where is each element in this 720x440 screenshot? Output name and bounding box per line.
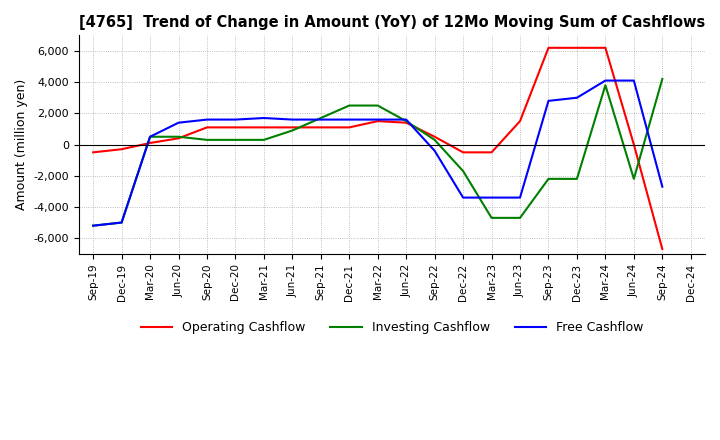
Free Cashflow (374, 117, 382, 122)
Investing Cashflow (374, 103, 382, 108)
Free Cashflow (317, 117, 325, 122)
Line: Free Cashflow: Free Cashflow (93, 81, 662, 226)
Operating Cashflow (658, 246, 667, 252)
Free Cashflow (231, 117, 240, 122)
Operating Cashflow (459, 150, 467, 155)
Operating Cashflow (431, 134, 439, 139)
Investing Cashflow (231, 137, 240, 143)
Investing Cashflow (629, 176, 638, 182)
Free Cashflow (516, 195, 524, 200)
Y-axis label: Amount (million yen): Amount (million yen) (15, 79, 28, 210)
Free Cashflow (601, 78, 610, 83)
Operating Cashflow (202, 125, 211, 130)
Operating Cashflow (317, 125, 325, 130)
Operating Cashflow (117, 147, 126, 152)
Investing Cashflow (202, 137, 211, 143)
Investing Cashflow (658, 77, 667, 82)
Investing Cashflow (487, 215, 496, 220)
Operating Cashflow (487, 150, 496, 155)
Title: [4765]  Trend of Change in Amount (YoY) of 12Mo Moving Sum of Cashflows: [4765] Trend of Change in Amount (YoY) o… (78, 15, 705, 30)
Line: Investing Cashflow: Investing Cashflow (93, 79, 662, 226)
Operating Cashflow (629, 142, 638, 147)
Investing Cashflow (317, 115, 325, 121)
Free Cashflow (402, 117, 410, 122)
Legend: Operating Cashflow, Investing Cashflow, Free Cashflow: Operating Cashflow, Investing Cashflow, … (135, 316, 648, 339)
Free Cashflow (544, 98, 553, 103)
Operating Cashflow (572, 45, 581, 51)
Investing Cashflow (572, 176, 581, 182)
Investing Cashflow (145, 134, 154, 139)
Investing Cashflow (544, 176, 553, 182)
Free Cashflow (459, 195, 467, 200)
Investing Cashflow (345, 103, 354, 108)
Operating Cashflow (601, 45, 610, 51)
Free Cashflow (487, 195, 496, 200)
Operating Cashflow (402, 120, 410, 125)
Free Cashflow (658, 184, 667, 189)
Investing Cashflow (516, 215, 524, 220)
Free Cashflow (117, 220, 126, 225)
Free Cashflow (145, 134, 154, 139)
Investing Cashflow (117, 220, 126, 225)
Free Cashflow (89, 223, 97, 228)
Operating Cashflow (145, 140, 154, 146)
Operating Cashflow (288, 125, 297, 130)
Free Cashflow (572, 95, 581, 100)
Investing Cashflow (174, 134, 183, 139)
Operating Cashflow (89, 150, 97, 155)
Free Cashflow (174, 120, 183, 125)
Free Cashflow (202, 117, 211, 122)
Operating Cashflow (544, 45, 553, 51)
Investing Cashflow (260, 137, 269, 143)
Investing Cashflow (402, 118, 410, 124)
Operating Cashflow (231, 125, 240, 130)
Operating Cashflow (260, 125, 269, 130)
Operating Cashflow (374, 118, 382, 124)
Operating Cashflow (516, 118, 524, 124)
Investing Cashflow (601, 83, 610, 88)
Free Cashflow (629, 78, 638, 83)
Free Cashflow (260, 115, 269, 121)
Free Cashflow (345, 117, 354, 122)
Operating Cashflow (345, 125, 354, 130)
Investing Cashflow (459, 169, 467, 174)
Line: Operating Cashflow: Operating Cashflow (93, 48, 662, 249)
Investing Cashflow (89, 223, 97, 228)
Operating Cashflow (174, 136, 183, 141)
Investing Cashflow (288, 128, 297, 133)
Investing Cashflow (431, 137, 439, 143)
Free Cashflow (288, 117, 297, 122)
Free Cashflow (431, 148, 439, 154)
